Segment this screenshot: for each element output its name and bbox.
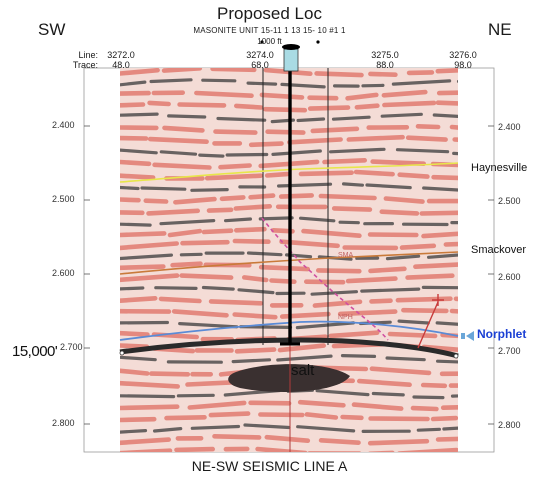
seismic-reflector	[120, 399, 458, 412]
seismic-reflector	[120, 124, 458, 135]
seismic-reflector	[120, 446, 458, 452]
wellhead-icon	[283, 48, 299, 72]
line-value: 3276.0	[449, 50, 477, 60]
seismic-reflector	[120, 204, 458, 216]
section-caption: NE-SW SEISMIC LINE A	[191, 458, 348, 474]
right-tick-label: 2.400	[498, 122, 521, 132]
seismic-reflector	[120, 216, 458, 227]
left-tick-label: 2.400	[52, 120, 75, 130]
smackover-horizon	[119, 251, 459, 275]
seismic-reflector	[120, 434, 458, 446]
trace-value: 88.0	[376, 60, 394, 70]
seismic-reflector	[120, 182, 458, 192]
right-tick-label: 2.700	[498, 346, 521, 356]
seismic-reflector	[120, 273, 455, 285]
norphlet-label: Norphlet	[477, 327, 527, 341]
seismic-reflector	[120, 100, 458, 113]
salt-top-horizon	[119, 337, 459, 359]
right-tick-label: 2.800	[498, 420, 521, 430]
norphlet-horizon	[119, 320, 459, 341]
trace-value: 68.0	[251, 60, 269, 70]
left-tick-label: 2.700	[60, 342, 83, 352]
scale-label: 1000 ft	[257, 37, 282, 46]
seismic-reflector	[120, 307, 458, 320]
well-path	[261, 217, 389, 341]
sma-marker-label: SMA	[338, 252, 354, 259]
seismic-reflector	[120, 296, 458, 308]
seismic-reflector	[120, 411, 458, 423]
seismic-reflector	[120, 169, 458, 181]
norphlet-pointer-icon	[466, 331, 474, 341]
seismic-reflector	[120, 147, 458, 158]
trace-header-label: Trace:	[72, 60, 98, 70]
salt-body	[228, 364, 350, 392]
seismic-reflector	[120, 226, 458, 239]
well-name-label: MASONITE UNIT 15-11 1 13 15- 10 #1 1	[193, 26, 346, 35]
line-value: 3275.0	[371, 50, 399, 60]
seismic-reflector	[120, 78, 458, 89]
haynesville-horizon	[119, 162, 459, 183]
page-title: Proposed Loc	[217, 4, 322, 23]
left-tick-label: 2.600	[52, 268, 75, 278]
seismic-reflector	[120, 134, 458, 148]
seismic-reflector	[120, 238, 458, 251]
line-header-label: Line:	[78, 50, 98, 60]
direction-left-label: SW	[38, 20, 66, 39]
seismic-reflector	[120, 193, 458, 205]
right-tick-label: 2.500	[498, 196, 521, 206]
depth-label: 15,000'	[12, 343, 58, 360]
red-arrow-head	[432, 294, 444, 306]
left-tick-label: 2.500	[52, 194, 75, 204]
wellhead-cap-icon	[282, 44, 300, 50]
line-value: 3272.0	[107, 50, 135, 60]
red-arrow	[417, 301, 439, 349]
line-value: 3274.0	[246, 50, 274, 60]
left-tick-label: 2.800	[52, 418, 75, 428]
seismic-reflector	[120, 354, 458, 364]
seismic-reflector	[120, 89, 458, 101]
trace-value: 48.0	[112, 60, 130, 70]
smackover-label: Smackover	[471, 244, 527, 256]
trace-value: 98.0	[454, 60, 472, 70]
haynesville-label: Haynesville	[471, 162, 528, 174]
seismic-reflector	[120, 112, 458, 124]
direction-right-label: NE	[488, 20, 512, 39]
seismic-reflector	[120, 319, 458, 330]
seismic-reflector	[120, 68, 458, 78]
right-tick-label: 2.600	[498, 272, 521, 282]
nph-marker-label: NPH	[338, 314, 353, 321]
salt-label: salt	[291, 362, 315, 379]
seismic-reflector	[120, 423, 458, 434]
